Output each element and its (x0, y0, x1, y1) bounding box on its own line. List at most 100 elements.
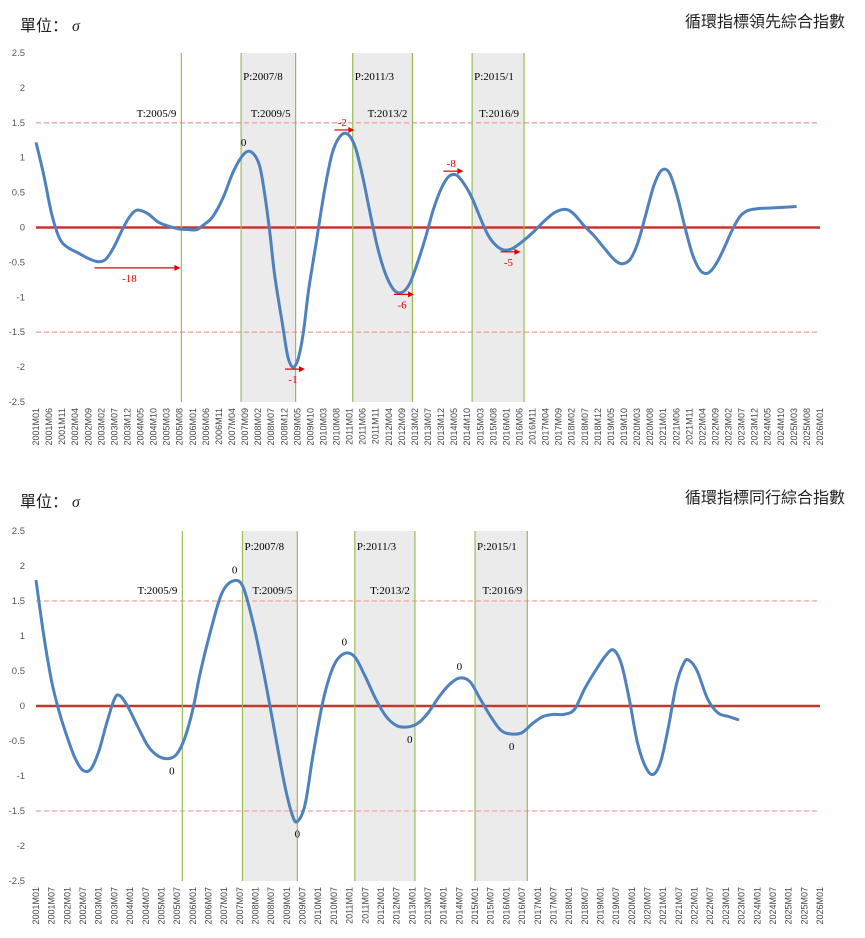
lead-lag-label: 0 (342, 637, 348, 649)
x-tick-label: 2013M07 (423, 408, 433, 446)
sigma-symbol: σ (72, 494, 80, 511)
lead-lag-label: -6 (397, 299, 407, 311)
x-tick-label: 2013M12 (436, 408, 446, 446)
lead-lag-label: 0 (169, 766, 175, 778)
x-tick-label: 2019M10 (619, 408, 629, 446)
x-tick-label: 2003M12 (122, 408, 132, 446)
x-tick-label: 2005M03 (162, 408, 172, 446)
x-tick-label: 2022M07 (705, 887, 715, 925)
x-tick-label: 2025M07 (799, 887, 809, 925)
x-tick-label: 2001M07 (47, 887, 57, 925)
x-tick-label: 2026M01 (815, 408, 825, 446)
x-tick-label: 2018M07 (580, 408, 590, 446)
x-tick-label: 2004M01 (125, 887, 135, 925)
x-tick-label: 2004M10 (149, 408, 159, 446)
series-line (34, 131, 797, 369)
x-tick-label: 2021M06 (671, 408, 681, 446)
x-tick-label: 2015M08 (488, 408, 498, 446)
x-tick-label: 2024M01 (752, 887, 762, 925)
x-tick-label: 2011M01 (345, 887, 355, 924)
arrow-head-icon (457, 168, 464, 175)
x-tick-label: 2007M09 (240, 408, 250, 446)
x-tick-label: 2009M10 (305, 408, 315, 446)
x-tick-label: 2012M01 (376, 887, 386, 925)
x-tick-label: 2008M12 (279, 408, 289, 446)
y-tick-label: 2.5 (12, 48, 25, 59)
turning-point-label: T:2005/9 (137, 108, 177, 120)
x-tick-label: 2012M09 (397, 408, 407, 446)
unit-label: 單位： σ (20, 494, 80, 511)
x-tick-label: 2010M08 (332, 408, 342, 446)
x-tick-label: 2023M12 (750, 408, 760, 446)
y-tick-label: 0 (20, 701, 25, 712)
unit-label: 單位： σ (20, 18, 80, 35)
x-tick-label: 2018M12 (593, 408, 603, 446)
x-tick-label: 2015M03 (475, 408, 485, 446)
lead-lag-label: 0 (295, 829, 301, 841)
x-tick-label: 2024M07 (768, 887, 778, 925)
y-tick-label: 0 (20, 223, 25, 234)
sigma-symbol: σ (72, 18, 80, 35)
x-tick-label: 2003M01 (94, 887, 104, 925)
arrow-head-icon (348, 126, 355, 133)
x-tick-label: 2021M01 (658, 408, 668, 446)
x-tick-label: 2020M03 (632, 408, 642, 446)
x-tick-label: 2013M02 (410, 408, 420, 446)
x-tick-label: 2002M01 (62, 887, 72, 925)
x-tick-label: 2008M02 (253, 408, 263, 446)
y-tick-label: 2 (20, 83, 25, 94)
x-tick-label: 2014M05 (449, 408, 459, 446)
x-tick-label: 2016M01 (501, 887, 511, 925)
x-tick-label: 2025M03 (789, 408, 799, 446)
turning-point-label: T:2009/5 (253, 585, 293, 597)
lead-lag-label: -2 (338, 117, 347, 129)
x-tick-label: 2023M02 (724, 408, 734, 446)
x-tick-label: 2001M11 (57, 408, 67, 445)
x-tick-label: 2026M01 (815, 887, 825, 925)
x-tick-label: 2020M08 (645, 408, 655, 446)
x-tick-label: 2004M05 (136, 408, 146, 446)
x-tick-label: 2008M07 (266, 887, 276, 925)
chart-panel-leading: 單位： σ 循環指標領先綜合指數 2.5 2 1.5 1 0.5 0 -0.5 -1 -1.5 -… (0, 0, 865, 462)
x-tick-label: 2024M05 (763, 408, 773, 446)
turning-point-label: P:2007/8 (244, 541, 284, 553)
turning-point-label: P:2007/8 (243, 71, 283, 83)
turning-point-label: T:2016/9 (479, 108, 519, 120)
y-tick-label: -1 (17, 771, 25, 782)
y-tick-label: -1 (17, 292, 25, 303)
x-tick-label: 2017M07 (548, 887, 558, 925)
x-tick-label: 2012M07 (392, 887, 402, 925)
y-tick-label: 1.5 (12, 596, 25, 607)
x-tick-label: 2019M05 (606, 408, 616, 446)
series-line (34, 578, 740, 824)
x-tick-label: 2016M11 (528, 408, 538, 445)
x-tick-label: 2003M07 (109, 887, 119, 925)
x-tick-label: 2012M04 (384, 408, 394, 446)
x-tick-label: 2008M07 (266, 408, 276, 446)
x-tick-label: 2008M01 (251, 887, 261, 925)
x-tick-label: 2019M01 (595, 887, 605, 925)
y-tick-label: -1.5 (9, 327, 25, 338)
x-tick-label: 2011M07 (360, 887, 370, 924)
lead-lag-label: -5 (504, 257, 514, 269)
x-tick-label: 2020M01 (627, 887, 637, 925)
x-tick-label: 2009M07 (298, 887, 308, 925)
turning-point-label: T:2013/2 (370, 585, 410, 597)
x-tick-label: 2016M07 (517, 887, 527, 925)
x-tick-label: 2009M05 (292, 408, 302, 446)
x-tick-label: 2001M01 (31, 887, 41, 925)
x-tick-label: 2001M06 (44, 408, 54, 446)
y-tick-label: 0.5 (12, 666, 25, 677)
y-tick-label: 2 (20, 561, 25, 572)
y-tick-label: 1 (20, 153, 25, 164)
x-tick-label: 2022M04 (697, 408, 707, 446)
x-tick-label: 2014M10 (462, 408, 472, 446)
turning-point-label: P:2015/1 (474, 71, 514, 83)
x-tick-label: 2006M11 (214, 408, 224, 445)
x-tick-label: 2018M02 (567, 408, 577, 446)
x-tick-label: 2016M01 (501, 408, 511, 446)
arrow-head-icon (174, 264, 181, 271)
x-tick-label: 2002M09 (83, 408, 93, 446)
x-tick-label: 2022M09 (710, 408, 720, 446)
y-tick-label: 0.5 (12, 188, 25, 199)
